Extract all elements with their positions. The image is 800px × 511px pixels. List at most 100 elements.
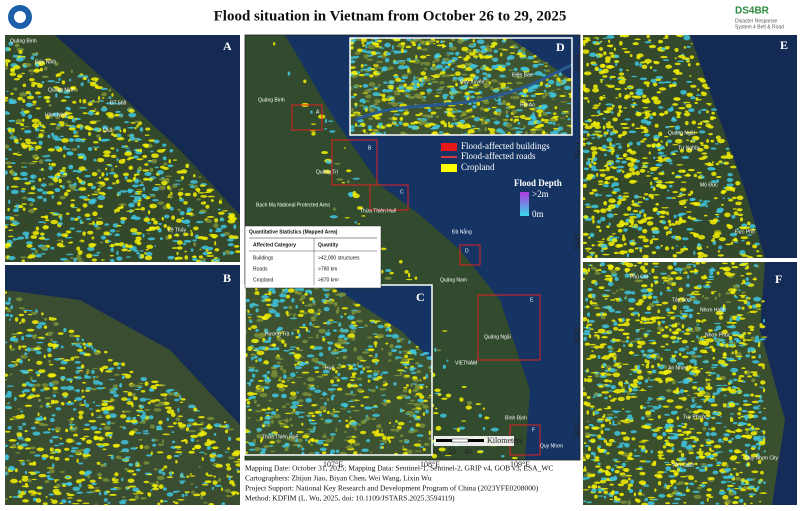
land-cover-patch	[372, 409, 375, 412]
land-cover-patch	[584, 377, 587, 383]
land-cover-patch	[352, 367, 358, 371]
land-cover-patch	[105, 414, 111, 419]
land-cover-patch	[693, 403, 698, 405]
land-cover-patch	[415, 392, 423, 396]
land-cover-patch	[597, 462, 601, 466]
land-cover-patch	[675, 482, 682, 486]
land-cover-patch	[163, 224, 168, 228]
land-cover-patch	[30, 347, 35, 352]
land-cover-patch	[358, 423, 362, 426]
land-cover-patch	[435, 425, 442, 431]
land-cover-patch	[689, 75, 692, 77]
land-cover-patch	[318, 352, 324, 357]
land-cover-patch	[152, 439, 159, 441]
land-cover-patch	[585, 434, 591, 438]
land-cover-patch	[672, 253, 678, 258]
land-cover-patch	[103, 350, 108, 354]
land-cover-patch	[456, 427, 461, 432]
land-cover-patch	[176, 251, 179, 256]
land-cover-patch	[442, 93, 449, 97]
land-cover-patch	[626, 206, 632, 212]
land-cover-patch	[681, 155, 690, 159]
land-cover-patch	[418, 439, 422, 442]
place: Quảng Ngãi	[668, 130, 695, 136]
land-cover-patch	[653, 99, 661, 105]
land-cover-patch	[583, 241, 588, 245]
land-cover-patch	[142, 432, 150, 435]
land-cover-patch	[346, 436, 350, 438]
land-cover-patch	[5, 225, 8, 229]
land-cover-patch	[473, 116, 481, 122]
land-cover-patch	[309, 452, 315, 454]
land-cover-patch	[103, 231, 111, 236]
land-cover-patch	[635, 213, 642, 218]
land-cover-patch	[264, 293, 270, 295]
land-cover-patch	[606, 149, 613, 152]
land-cover-patch	[609, 132, 617, 135]
land-cover-patch	[734, 241, 739, 243]
panel-label: D	[556, 40, 565, 54]
land-cover-patch	[5, 291, 8, 294]
land-cover-patch	[49, 498, 54, 501]
land-cover-patch	[6, 307, 12, 313]
land-cover-patch	[101, 92, 107, 97]
land-cover-patch	[85, 386, 92, 391]
land-cover-patch	[354, 123, 358, 127]
land-cover-patch	[198, 466, 201, 468]
land-cover-patch	[637, 201, 643, 204]
land-cover-patch	[702, 319, 707, 322]
land-cover-patch	[124, 151, 133, 156]
land-cover-patch	[34, 249, 38, 255]
land-cover-patch	[489, 128, 496, 133]
land-cover-patch	[732, 196, 737, 200]
land-cover-patch	[134, 495, 139, 500]
land-cover-patch	[139, 250, 144, 252]
land-cover-patch	[98, 176, 102, 179]
land-cover-patch	[295, 305, 299, 309]
land-cover-patch	[153, 468, 158, 471]
land-cover-patch	[608, 395, 612, 398]
land-cover-patch	[540, 118, 544, 122]
land-cover-patch	[164, 406, 172, 410]
land-cover-patch	[613, 251, 619, 255]
land-cover-patch	[67, 400, 72, 404]
land-cover-patch	[671, 446, 675, 451]
land-cover-patch	[40, 252, 46, 255]
land-cover-patch	[396, 395, 403, 400]
land-cover-patch	[698, 157, 706, 160]
land-cover-patch	[652, 275, 659, 280]
land-cover-patch	[135, 193, 139, 195]
land-cover-patch	[665, 463, 672, 466]
land-cover-patch	[502, 99, 507, 104]
land-cover-patch	[46, 331, 53, 337]
land-cover-patch	[78, 369, 83, 372]
land-cover-patch	[643, 213, 647, 218]
land-cover-patch	[119, 383, 123, 388]
land-cover-patch	[162, 166, 169, 170]
land-cover-patch	[717, 138, 726, 144]
land-cover-patch	[628, 216, 637, 219]
land-cover-patch	[94, 147, 98, 151]
land-cover-patch	[193, 493, 201, 497]
land-cover-patch	[128, 384, 137, 387]
land-cover-patch	[483, 100, 490, 105]
land-cover-patch	[342, 356, 347, 360]
land-cover-patch	[481, 121, 485, 126]
land-cover-patch	[43, 226, 50, 228]
land-cover-patch	[181, 219, 184, 224]
land-cover-patch	[87, 182, 94, 187]
land-cover-patch	[414, 120, 419, 125]
land-cover-patch	[680, 181, 687, 183]
land-cover-patch	[8, 119, 16, 122]
land-cover-patch	[101, 97, 105, 99]
land-cover-patch	[475, 403, 482, 406]
land-cover-patch	[333, 376, 339, 379]
land-cover-patch	[661, 320, 666, 324]
land-cover-patch	[8, 297, 11, 302]
land-cover-patch	[79, 470, 85, 475]
land-cover-patch	[353, 83, 360, 88]
land-cover-patch	[419, 112, 423, 115]
land-cover-patch	[247, 316, 252, 318]
land-cover-patch	[311, 404, 317, 407]
land-cover-patch	[366, 41, 371, 46]
